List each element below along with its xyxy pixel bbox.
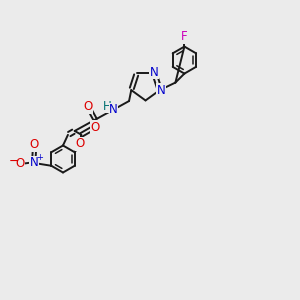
Text: N: N: [29, 156, 38, 169]
Text: F: F: [181, 30, 188, 43]
Text: N: N: [157, 84, 165, 97]
Text: −: −: [8, 155, 19, 168]
Text: O: O: [15, 157, 24, 169]
Text: N: N: [150, 66, 159, 79]
Text: O: O: [76, 137, 85, 150]
Text: O: O: [83, 100, 93, 113]
Text: N: N: [109, 103, 118, 116]
Text: O: O: [90, 121, 100, 134]
Text: O: O: [30, 138, 39, 151]
Text: +: +: [36, 153, 43, 162]
Text: H: H: [103, 100, 112, 113]
